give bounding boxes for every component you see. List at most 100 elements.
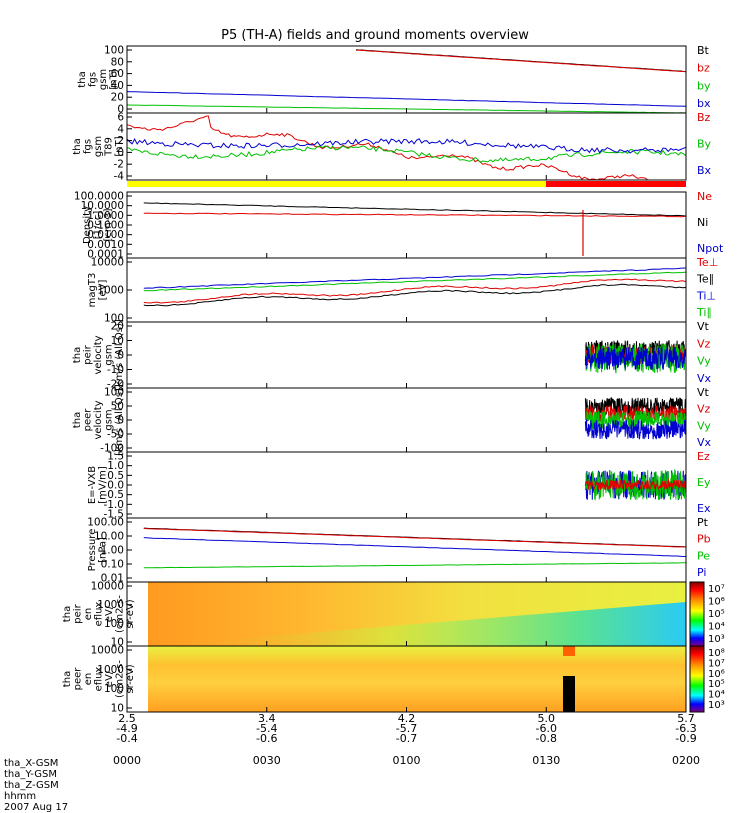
y-axis-label: tha <box>62 606 73 622</box>
y-tick-label: -4 <box>114 171 125 183</box>
colorbar-label: 10⁴ <box>708 690 725 701</box>
colorbar-label: 10⁸ <box>708 648 725 659</box>
time-axis-label: -0.8 <box>536 732 557 745</box>
legend-entry: Vx <box>697 372 712 385</box>
y-axis-label: eflux <box>94 667 105 692</box>
y-tick-label: 100 <box>104 618 124 630</box>
y-tick-label: 0.10 <box>101 559 124 571</box>
mode-bar-fast <box>546 181 686 187</box>
y-axis-label: peir <box>73 603 84 623</box>
y-tick-label: 10.00 <box>94 531 124 543</box>
time-axis: 2.5 3.4 4.2 5.0 5.7 -4.9 -5.4 -5.7 -6.0 -6.3 -0.4 -… <box>113 712 700 767</box>
time-axis-label: 4.2 <box>398 712 416 725</box>
time-axis-label: 3.4 <box>258 712 276 725</box>
spec2-burst-top <box>563 646 575 656</box>
colorbar-label: 10³ <box>708 700 725 711</box>
mode-bar-slow <box>127 181 546 187</box>
y-axis-label: [nT] <box>114 136 125 156</box>
legend-entry: Vz <box>697 337 711 350</box>
series-Pe <box>143 562 687 569</box>
y-tick-label: 0 <box>117 104 124 116</box>
y-axis-label: en <box>83 673 94 686</box>
series-bx <box>126 91 687 107</box>
y-tick-label: 50 <box>111 401 124 413</box>
time-axis-label: -4.9 <box>116 722 137 735</box>
y-tick-label: 2 <box>117 135 124 147</box>
series-Te∥ <box>143 283 687 307</box>
y-tick-label: 100 <box>104 683 124 695</box>
y-tick-label: 10000 <box>91 581 124 593</box>
y-axis-label: eV/ <box>104 605 115 622</box>
y-tick-label: -100 <box>100 443 124 455</box>
series-Bx <box>126 138 687 154</box>
y-tick-label: 40 <box>111 80 124 92</box>
y-tick-label: 0.0 <box>107 480 124 492</box>
y-tick-label: -0.5 <box>104 489 125 501</box>
y-axis-label: tha <box>62 671 73 687</box>
colorbar-label: 10⁵ <box>708 679 725 690</box>
legend-entry: Npot <box>697 242 724 255</box>
y-tick-label: 10000 <box>91 645 124 657</box>
y-tick-label: 1000 <box>97 664 124 676</box>
y-axis-label: eV/ <box>104 670 115 687</box>
time-axis-label: -0.6 <box>256 732 277 745</box>
y-axis-label: sr-eV) <box>125 664 136 693</box>
y-tick-label: 100.0000 <box>74 191 124 203</box>
footer-x-label: tha_X-GSM <box>4 758 59 769</box>
time-axis-label: -0.7 <box>396 732 417 745</box>
time-axis-label: -5.4 <box>256 722 277 735</box>
y-tick-label: 0.0010 <box>87 239 124 251</box>
y-tick-label: 10 <box>111 703 124 715</box>
y-axis-label: gsm <box>104 344 115 365</box>
legend-entry: Vy <box>697 355 711 368</box>
y-axis-label: [nT] <box>109 69 120 89</box>
y-tick-label: -10 <box>107 364 124 376</box>
y-axis-label: magT3 <box>87 273 98 308</box>
series-Ti⊥ <box>143 267 687 289</box>
spec2-fill <box>148 646 686 712</box>
legend-entry: Ti∥ <box>696 306 712 319</box>
y-axis-label: E=-VXB <box>87 466 98 504</box>
panel-frame <box>126 517 687 583</box>
legend-entry: Vt <box>697 386 710 399</box>
legend-entry: By <box>697 138 712 151</box>
legend-entry: Ti⊥ <box>696 289 716 302</box>
time-axis-label: -0.9 <box>675 732 696 745</box>
y-axis-label: tha <box>72 138 83 154</box>
legend-entry: Vx <box>697 436 712 449</box>
y-axis-label: (cm2-s- <box>115 660 126 698</box>
y-tick-label: -1.5 <box>104 509 125 521</box>
legend-entry: Ez <box>697 450 710 463</box>
y-axis-label: fgs <box>88 72 99 87</box>
legend-entry: Vt <box>697 320 710 333</box>
y-axis-label: [cm-3] <box>103 208 114 241</box>
y-tick-label: 0 <box>117 147 124 159</box>
y-tick-label: -1.0 <box>104 499 125 511</box>
series-Vt <box>584 396 687 417</box>
y-axis-label: T89 <box>104 137 115 157</box>
footer-time-label: hhmm <box>4 791 37 802</box>
time-axis-label: 2.5 <box>118 712 136 725</box>
y-axis-label: [nPa] <box>98 537 109 563</box>
series-Ne <box>143 212 687 218</box>
colorbar-label: 10⁷ <box>708 584 725 595</box>
time-axis-label: 0030 <box>253 754 281 767</box>
time-axis-label: -5.7 <box>396 722 417 735</box>
y-axis-label: velocity <box>93 400 104 439</box>
y-axis-label: fgs <box>83 139 94 154</box>
y-tick-label: 0.1000 <box>87 220 124 232</box>
y-tick-label: 20 <box>111 92 124 104</box>
series-Vx <box>584 418 687 440</box>
y-tick-label: 0.5 <box>107 470 124 482</box>
legend-entry: Bz <box>697 111 711 124</box>
series-Vx <box>584 346 687 370</box>
y-tick-label: 60 <box>111 68 124 80</box>
series-Pi <box>143 537 687 557</box>
legend-entry: Ex <box>697 502 711 515</box>
series-bz <box>356 49 687 73</box>
y-axis-label: (cm2-s- <box>115 595 126 633</box>
y-axis-label: [1/cc] <box>93 211 104 240</box>
legend-entry: Bx <box>697 164 712 177</box>
series-Vz <box>584 404 687 424</box>
